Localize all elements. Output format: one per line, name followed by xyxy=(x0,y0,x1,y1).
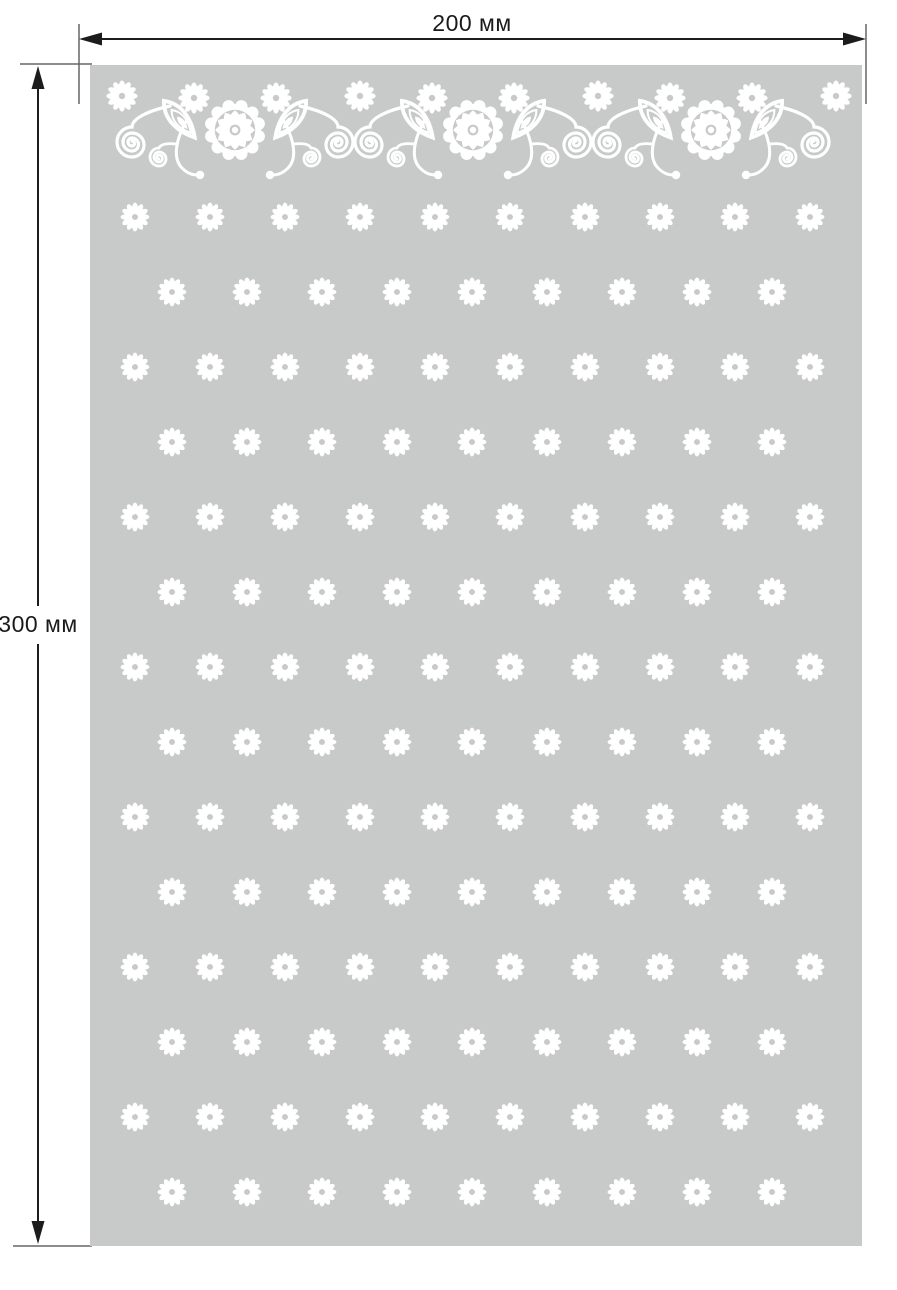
dimension-arrow-down-icon xyxy=(31,1221,45,1244)
height-dimension-label: 300 мм xyxy=(0,611,78,637)
dimension-arrow-left-icon xyxy=(79,32,102,46)
dimension-arrow-right-icon xyxy=(843,32,866,46)
patterned-sheet xyxy=(90,65,862,1246)
dimension-arrow-up-icon xyxy=(31,66,45,89)
width-dimension-label: 200 мм xyxy=(432,10,512,36)
patterned-sheet-graphic xyxy=(90,65,862,1246)
height-dimension-line xyxy=(31,66,45,1244)
